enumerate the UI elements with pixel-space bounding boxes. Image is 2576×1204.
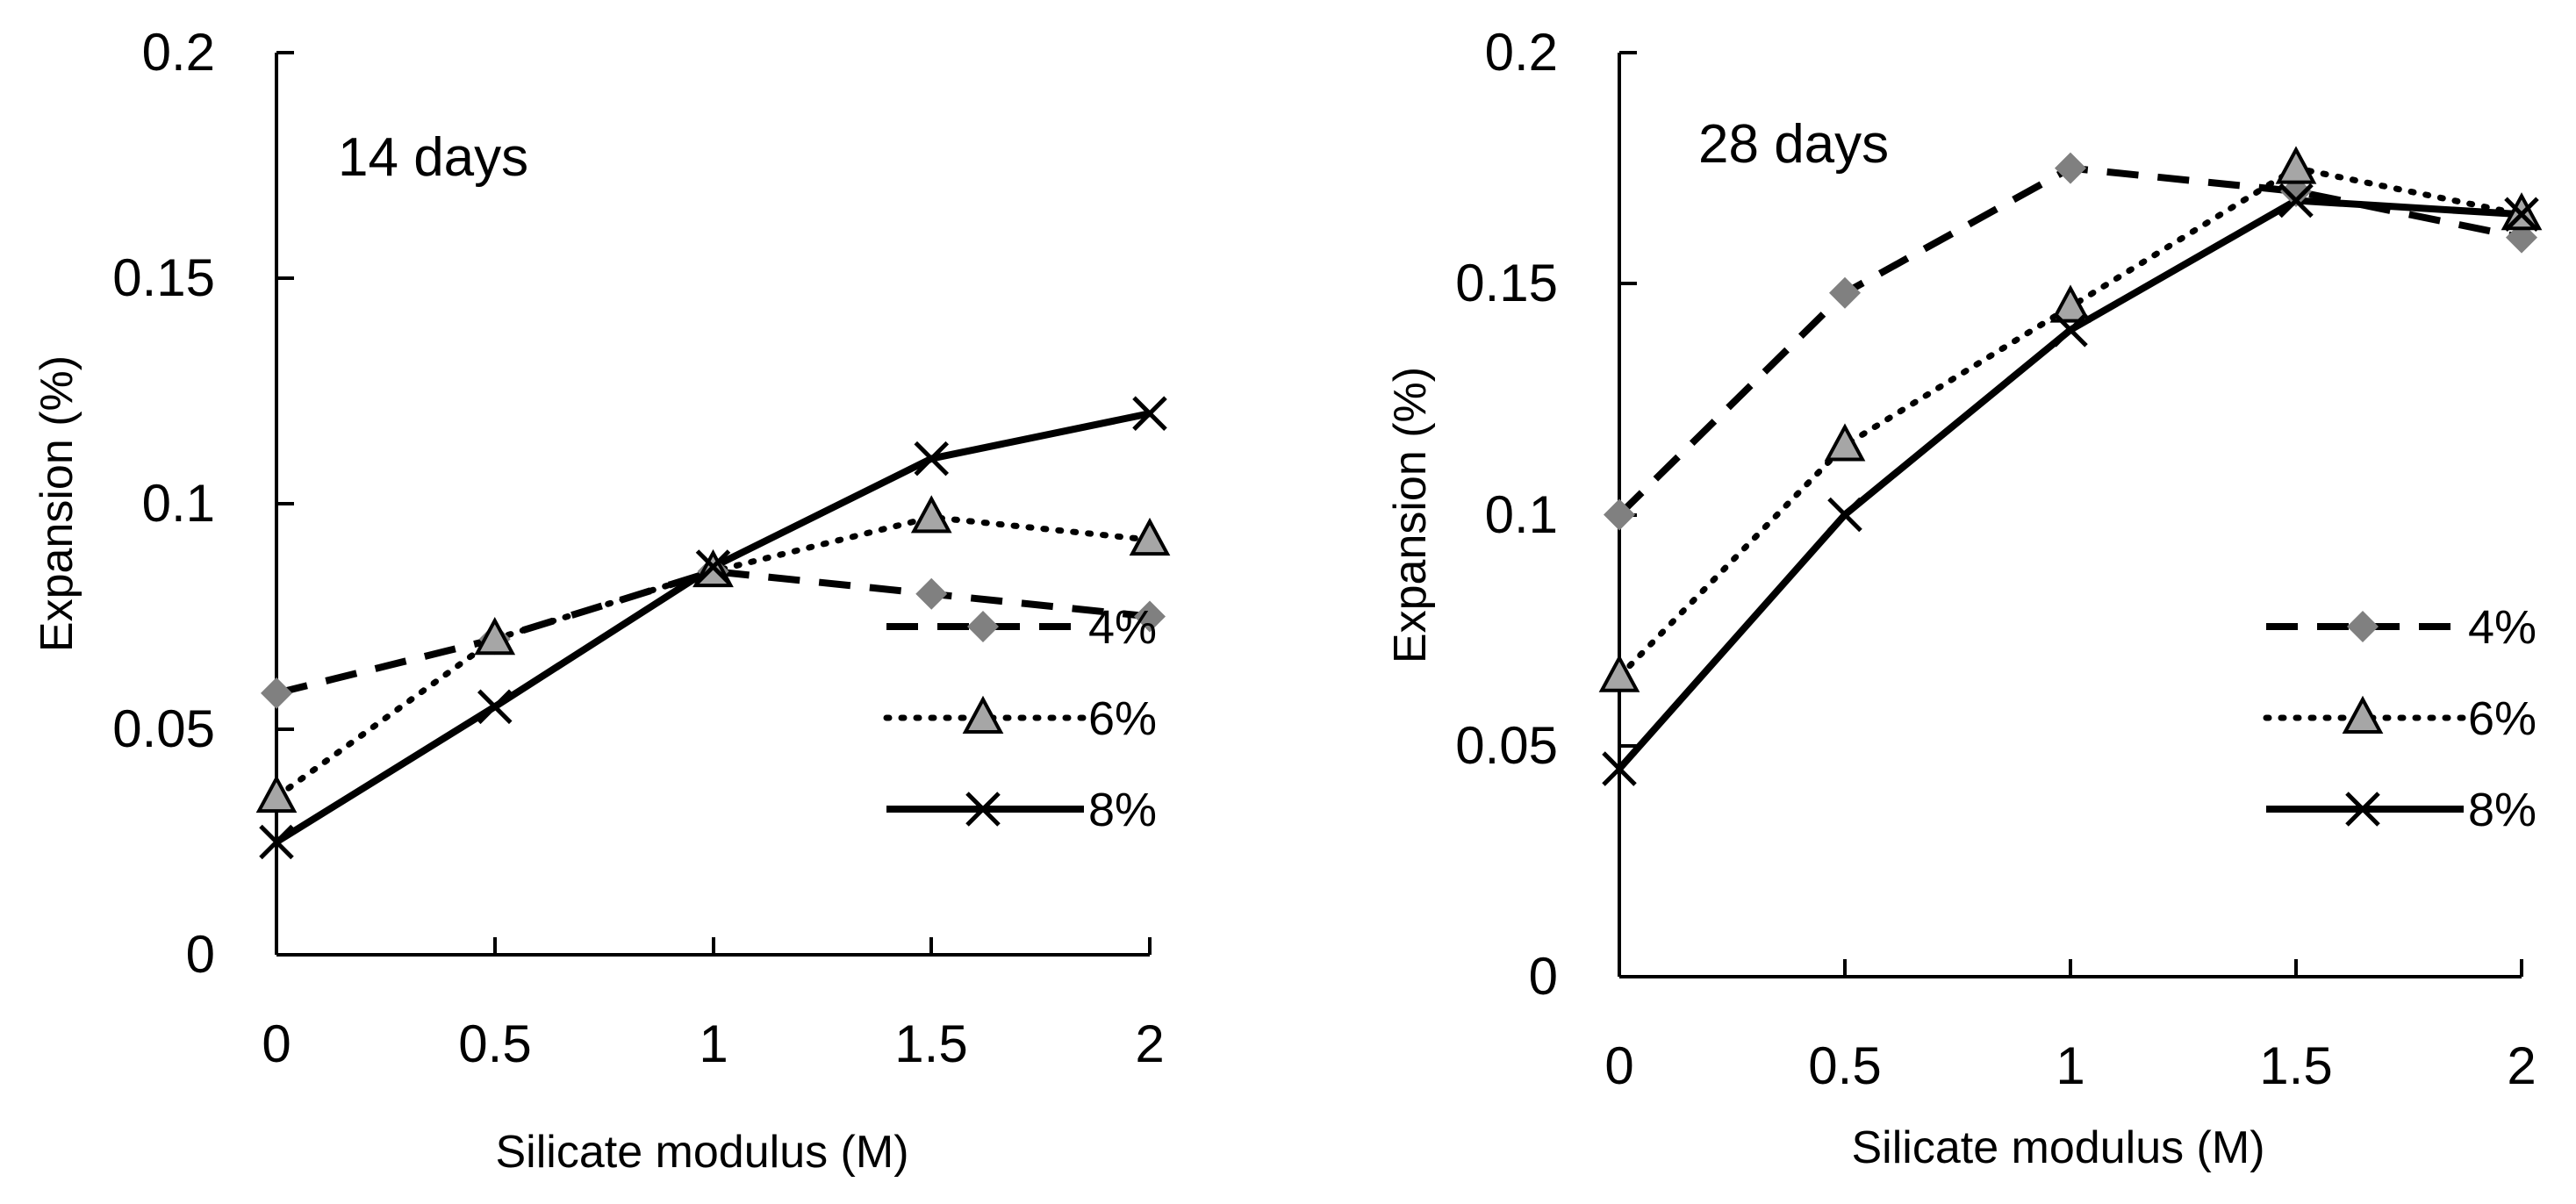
series-8pct-point: [695, 549, 731, 584]
x-tick-label: 1: [699, 1014, 728, 1073]
series-4pct-point: [1829, 276, 1861, 309]
series-4pct-point: [1604, 498, 1635, 531]
legend-marker-x: [965, 792, 1001, 827]
y-axis-title: Expansion (%): [1385, 367, 1436, 663]
y-axis-title: Expansion (%): [32, 355, 83, 652]
series-8pct-point: [1827, 497, 1862, 533]
series-layer: [255, 396, 1171, 860]
series-6pct-line: [1616, 165, 2525, 680]
series-6pct-point: [255, 774, 298, 813]
panel-annotation: 28 days: [1698, 114, 1889, 175]
series-8pct-point: [2053, 312, 2088, 348]
series-6pct-point: [1824, 423, 1866, 462]
x-tick-label: 1: [2056, 1036, 2084, 1095]
y-tick-label: 0: [1529, 947, 1558, 1006]
y-tick-label: 0.05: [1455, 716, 1558, 775]
series-6pct-point: [2049, 284, 2092, 323]
legend-marker-diamond: [2347, 611, 2379, 642]
series-6pct-point: [1598, 654, 1640, 692]
y-tick-label: 0.1: [1485, 485, 1558, 544]
series-4pct-line: [276, 568, 1151, 697]
y-ticks: 0 0.05 0.1 0.15 0.2: [1455, 23, 1637, 1006]
series-6pct-point: [1129, 517, 1171, 556]
series-8pct-point: [1602, 751, 1637, 786]
legend-marker-triangle: [2342, 695, 2384, 734]
legend-label-4pct: 4%: [2468, 601, 2537, 654]
x-ticks: 0 0.5 1 1.5 2: [1604, 959, 2537, 1095]
series-8pct-point: [259, 824, 294, 860]
x-axis-title: Silicate modulus (M): [1851, 1122, 2264, 1173]
series-4pct-point: [1134, 600, 1166, 633]
series-8pct-point: [2278, 183, 2314, 219]
series-4pct-line: [1617, 164, 2522, 518]
legend-label-6pct: 6%: [2468, 692, 2537, 745]
series-8pct-point: [1132, 396, 1167, 431]
series-6pct-point: [2275, 146, 2317, 184]
x-tick-label: 0.5: [1808, 1036, 1881, 1095]
x-tick-label: 1.5: [894, 1014, 967, 1073]
legend: 4% 6% 8%: [2263, 601, 2537, 836]
series-8pct-point: [477, 689, 513, 725]
x-axis-title: Silicate modulus (M): [495, 1127, 908, 1178]
series-4pct-point: [915, 577, 948, 610]
x-tick-label: 2: [1135, 1014, 1164, 1073]
legend-marker-x: [2345, 792, 2380, 827]
legend: 4% 6% 8%: [883, 601, 1157, 836]
chart-panel-28-days: 0 0.05 0.1 0.15 0.2 0 0.5 1 1.5 2 Silica…: [1385, 23, 2543, 1173]
y-tick-label: 0.2: [1485, 23, 1558, 82]
chart-panel-14-days: 0 0.05 0.1 0.15 0.2 0 0.5 1 1.5 2 Silica…: [32, 23, 1171, 1178]
y-ticks: 0 0.05 0.1 0.15 0.2: [112, 23, 294, 984]
y-tick-label: 0.15: [1455, 254, 1558, 312]
x-tick-label: 1.5: [2259, 1036, 2332, 1095]
x-tick-label: 0: [262, 1014, 291, 1073]
series-6pct-point: [474, 616, 516, 656]
x-tick-label: 0.5: [458, 1014, 531, 1073]
series-4pct-point: [261, 677, 292, 709]
y-tick-label: 0.1: [142, 474, 215, 533]
legend-label-8pct: 8%: [1088, 784, 1157, 836]
series-8pct-point: [2504, 197, 2539, 233]
x-tick-label: 2: [2507, 1036, 2536, 1095]
legend-label-6pct: 6%: [1088, 692, 1157, 745]
x-ticks: 0 0.5 1 1.5 2: [262, 937, 1165, 1073]
panel-annotation: 14 days: [338, 127, 528, 188]
legend-marker-triangle: [962, 695, 1004, 734]
series-8pct-point: [914, 441, 950, 477]
y-tick-label: 0.15: [112, 248, 215, 307]
series-6pct-point: [910, 495, 952, 534]
y-tick-label: 0.2: [142, 23, 215, 82]
legend-label-4pct: 4%: [1088, 601, 1157, 654]
y-tick-label: 0.05: [112, 699, 215, 758]
series-4pct-point: [2055, 152, 2086, 184]
y-tick-label: 0: [186, 925, 215, 984]
legend-label-8pct: 8%: [2468, 784, 2537, 836]
series-layer: [1598, 146, 2543, 786]
x-tick-label: 0: [1604, 1036, 1633, 1095]
legend-marker-diamond: [967, 611, 999, 642]
